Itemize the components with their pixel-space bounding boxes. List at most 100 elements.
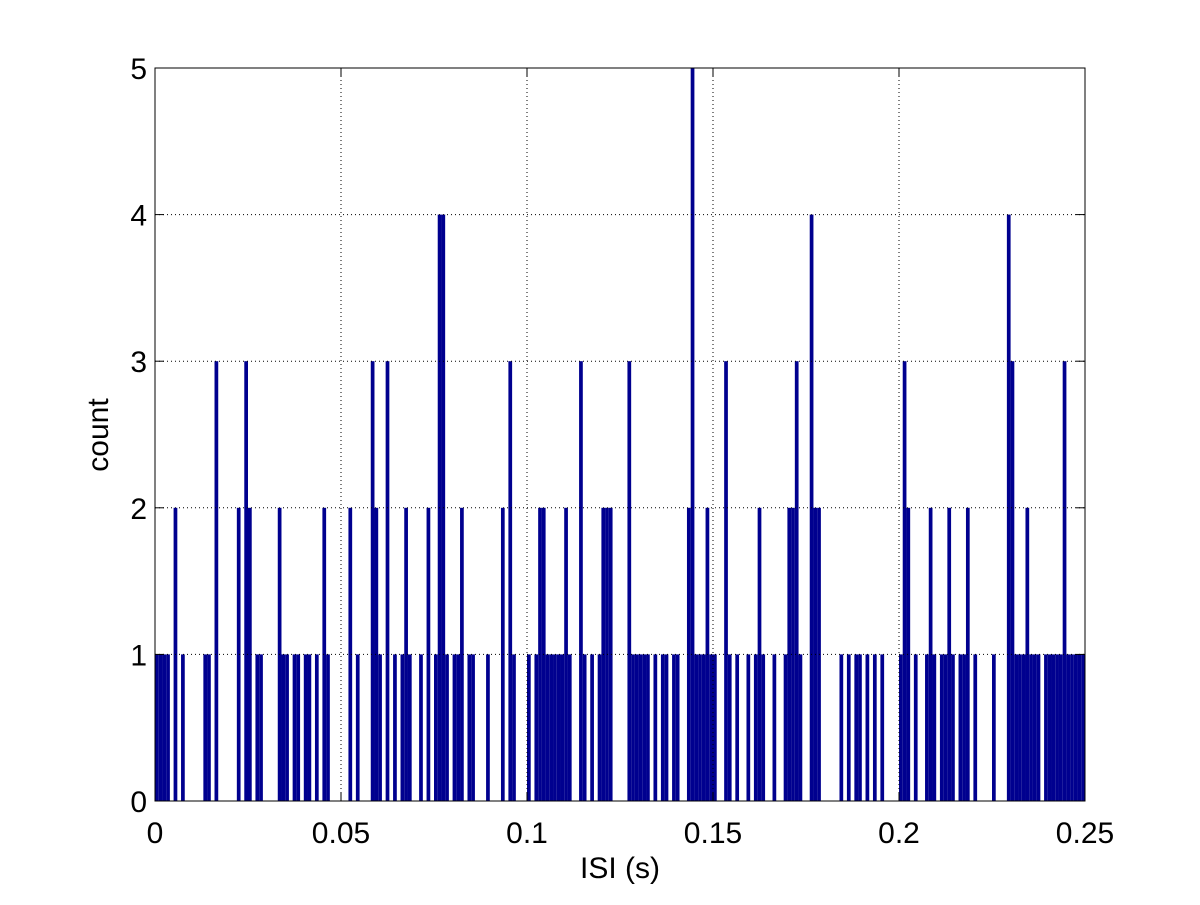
x-tick-label: 0 bbox=[147, 817, 164, 850]
y-tick-label: 5 bbox=[130, 53, 147, 86]
bar bbox=[992, 654, 996, 801]
bar bbox=[236, 507, 241, 801]
bar bbox=[783, 654, 788, 801]
bar bbox=[486, 654, 490, 801]
bar bbox=[858, 654, 862, 801]
bar bbox=[579, 361, 583, 801]
bar bbox=[590, 654, 594, 801]
bar bbox=[653, 654, 658, 801]
bar bbox=[1070, 654, 1074, 801]
bar bbox=[207, 654, 211, 801]
bar bbox=[1077, 654, 1082, 801]
bar bbox=[798, 654, 803, 801]
bar bbox=[1051, 654, 1056, 801]
bar bbox=[508, 361, 513, 801]
bar bbox=[452, 654, 457, 801]
bar bbox=[638, 654, 643, 801]
bar bbox=[296, 654, 301, 801]
bar bbox=[400, 654, 405, 801]
bar bbox=[906, 507, 911, 801]
bar bbox=[753, 654, 758, 801]
bar bbox=[181, 654, 185, 801]
x-axis-label: ISI (s) bbox=[580, 852, 660, 885]
bar bbox=[314, 654, 319, 801]
bar bbox=[534, 654, 539, 801]
bar bbox=[244, 361, 248, 801]
bar bbox=[259, 654, 263, 801]
bar bbox=[761, 654, 766, 801]
bar bbox=[686, 507, 691, 801]
bar bbox=[951, 654, 955, 801]
bar bbox=[727, 654, 732, 801]
bar bbox=[672, 654, 676, 801]
bar bbox=[690, 68, 695, 801]
bar bbox=[553, 654, 557, 801]
bar bbox=[913, 654, 918, 801]
bar bbox=[456, 654, 461, 801]
bar bbox=[865, 654, 870, 801]
bar bbox=[471, 654, 475, 801]
bar bbox=[434, 654, 438, 801]
bar bbox=[166, 654, 170, 801]
bar bbox=[374, 507, 379, 801]
bar bbox=[460, 507, 464, 801]
bar bbox=[500, 507, 505, 801]
bar bbox=[404, 507, 408, 801]
bar bbox=[285, 654, 289, 801]
bar bbox=[1006, 214, 1011, 802]
bar bbox=[426, 507, 431, 801]
bar bbox=[925, 654, 929, 801]
bar bbox=[1066, 654, 1071, 801]
bar bbox=[393, 654, 397, 801]
x-tick-label: 0.15 bbox=[684, 817, 742, 850]
bar bbox=[939, 654, 944, 801]
bar bbox=[899, 654, 903, 801]
bar bbox=[1055, 654, 1059, 801]
bar bbox=[698, 654, 702, 801]
bar bbox=[854, 654, 859, 801]
bar bbox=[158, 654, 163, 801]
bar bbox=[791, 507, 795, 801]
y-tick-label: 4 bbox=[130, 200, 147, 233]
bar bbox=[839, 654, 844, 801]
bar bbox=[564, 507, 568, 801]
bar bbox=[255, 654, 260, 801]
y-axis-label: count bbox=[82, 398, 115, 472]
bar bbox=[660, 654, 665, 801]
bar bbox=[962, 654, 966, 801]
bar bbox=[701, 654, 706, 801]
bar bbox=[445, 654, 449, 801]
x-tick-label: 0.2 bbox=[878, 817, 920, 850]
bar bbox=[928, 507, 933, 801]
bar bbox=[370, 361, 375, 801]
bar bbox=[664, 654, 669, 801]
bar bbox=[292, 654, 297, 801]
bar bbox=[646, 654, 650, 801]
bar bbox=[627, 361, 632, 801]
bar bbox=[1058, 654, 1063, 801]
bar bbox=[631, 654, 635, 801]
bar bbox=[303, 654, 308, 801]
bar bbox=[556, 654, 561, 801]
bar bbox=[1021, 654, 1026, 801]
bar bbox=[549, 654, 554, 801]
bar bbox=[203, 654, 208, 801]
y-tick-label: 2 bbox=[130, 493, 147, 526]
bar bbox=[248, 507, 252, 801]
bar bbox=[694, 654, 699, 801]
bar bbox=[713, 654, 717, 801]
bar bbox=[214, 361, 219, 801]
bar bbox=[567, 654, 572, 801]
bar bbox=[155, 654, 159, 801]
bar bbox=[1032, 654, 1037, 801]
bar bbox=[355, 654, 360, 801]
x-tick-label: 0.1 bbox=[506, 817, 548, 850]
bar bbox=[419, 654, 423, 801]
y-tick-label: 0 bbox=[130, 786, 147, 819]
bar bbox=[1062, 361, 1067, 801]
x-tick-label: 0.25 bbox=[1056, 817, 1114, 850]
y-tick-label: 3 bbox=[130, 346, 147, 379]
bar bbox=[162, 654, 167, 801]
